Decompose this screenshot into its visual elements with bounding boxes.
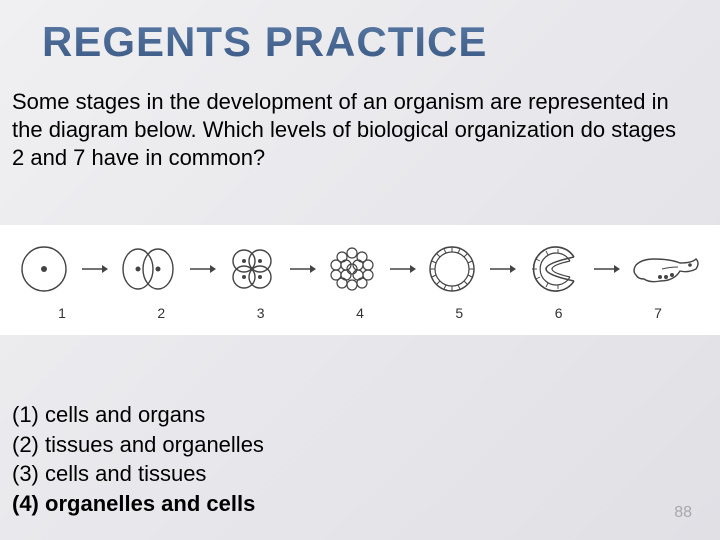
answer-option-2: (2) tissues and organelles [12, 430, 264, 460]
page-title: REGENTS PRACTICE [0, 0, 720, 66]
single-cell-icon [18, 243, 70, 295]
stage-4-morula [326, 243, 378, 295]
arrow-icon [188, 263, 216, 275]
gastrula-icon [526, 243, 582, 295]
stage-label: 6 [529, 305, 589, 321]
four-cells-icon [226, 243, 278, 295]
arrow-icon [592, 263, 620, 275]
arrow-icon [288, 263, 316, 275]
arrow-icon [488, 263, 516, 275]
stage-6-gastrula [526, 243, 582, 295]
answer-option-4: (4) organelles and cells [12, 489, 264, 519]
blastula-icon [426, 243, 478, 295]
stage-label: 5 [429, 305, 489, 321]
stage-7-tadpole [630, 245, 702, 293]
answer-choices: (1) cells and organs (2) tissues and org… [12, 400, 264, 519]
two-cells-icon [118, 243, 178, 295]
stage-label: 2 [131, 305, 191, 321]
page-number: 88 [674, 504, 692, 522]
stage-label: 4 [330, 305, 390, 321]
diagram-row [0, 225, 720, 303]
stage-label: 3 [231, 305, 291, 321]
stage-label: 7 [628, 305, 688, 321]
morula-icon [326, 243, 378, 295]
arrow-icon [388, 263, 416, 275]
stage-2-two-cells [118, 243, 178, 295]
stage-3-four-cells [226, 243, 278, 295]
stage-labels: 1 2 3 4 5 6 7 [0, 303, 720, 321]
answer-option-1: (1) cells and organs [12, 400, 264, 430]
development-diagram: 1 2 3 4 5 6 7 [0, 225, 720, 335]
arrow-icon [80, 263, 108, 275]
tadpole-icon [630, 245, 702, 293]
question-text: Some stages in the development of an org… [0, 66, 720, 172]
answer-option-3: (3) cells and tissues [12, 459, 264, 489]
stage-5-blastula [426, 243, 478, 295]
stage-label: 1 [32, 305, 92, 321]
stage-1-single-cell [18, 243, 70, 295]
